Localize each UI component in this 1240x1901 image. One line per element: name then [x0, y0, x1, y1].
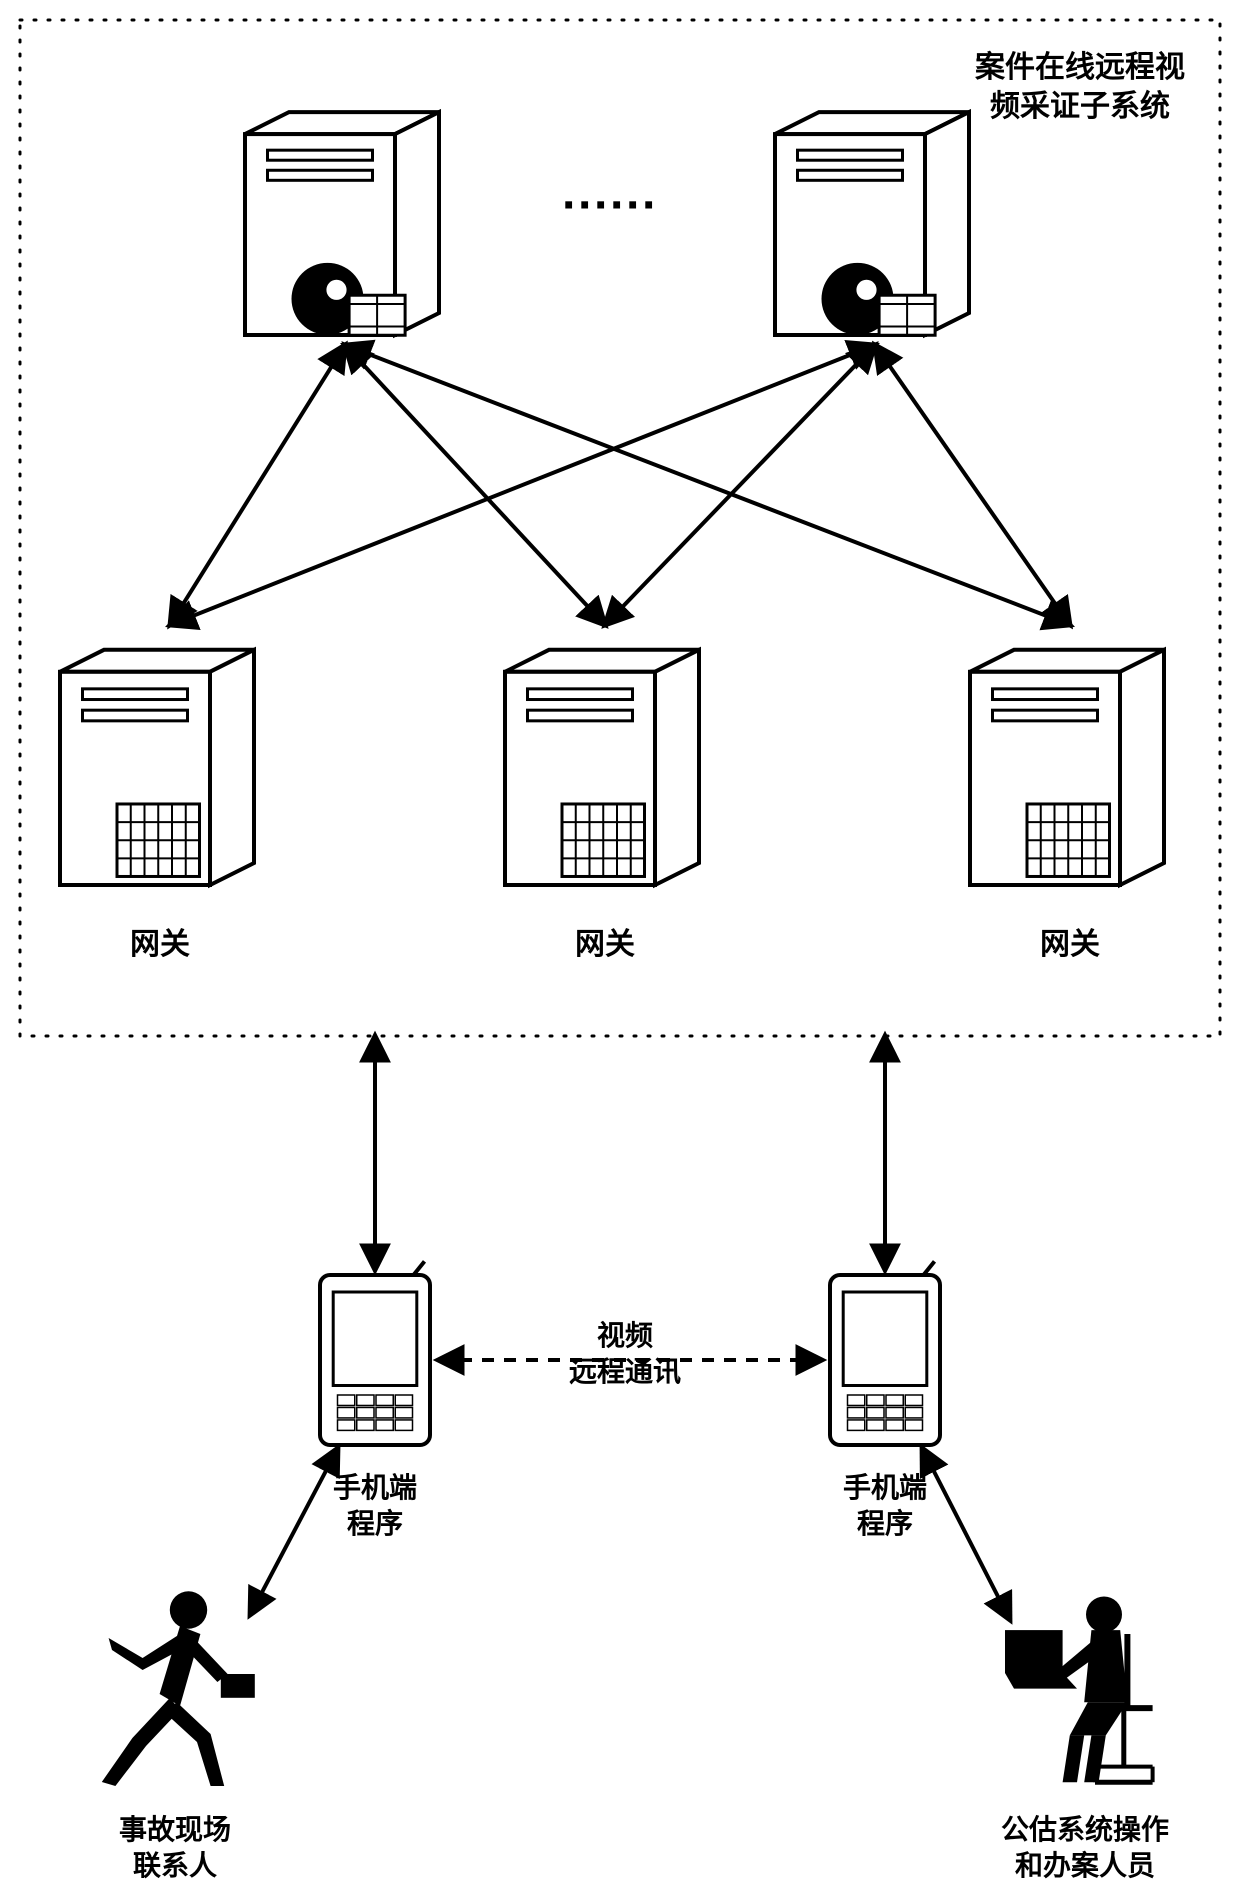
phone-1-label: 手机端 程序 [175, 1470, 575, 1543]
gw-1-icon [60, 650, 254, 885]
gw-3-label: 网关 [870, 925, 1240, 964]
gw-2-label: 网关 [405, 925, 805, 964]
ellipsis-dots: ······ [410, 175, 810, 237]
gw-1-label: 网关 [0, 925, 360, 964]
gw-3-icon [970, 650, 1164, 885]
video-comm-label: 视频 远程通讯 [425, 1318, 825, 1391]
person-left-icon [102, 1591, 255, 1786]
gw-2-icon [505, 650, 699, 885]
phone-2-icon [830, 1261, 940, 1445]
subsystem-title: 案件在线远程视 频采证子系统 [880, 48, 1240, 126]
person-right-icon [1005, 1597, 1153, 1783]
person-right-label: 公估系统操作 和办案人员 [885, 1812, 1240, 1885]
person-left-label: 事故现场 联系人 [0, 1812, 375, 1885]
phone-1-icon [320, 1261, 430, 1445]
phone-2-label: 手机端 程序 [685, 1470, 1085, 1543]
diagram-canvas: 案件在线远程视 频采证子系统 ······ 网关 网关 网关手机端 程序 手机端 程序 视频… [0, 0, 1240, 1901]
